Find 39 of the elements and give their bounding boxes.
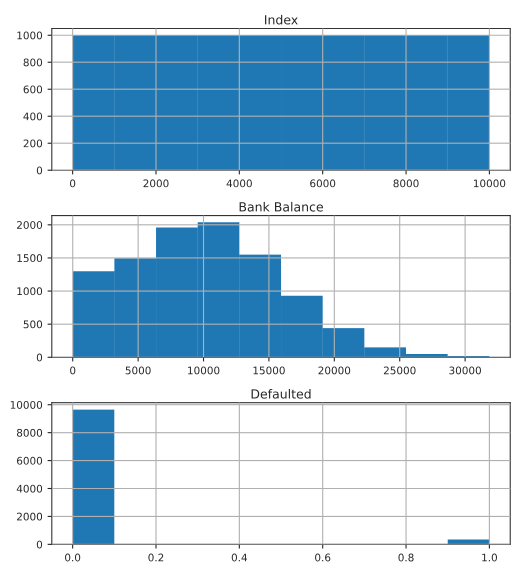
x-tick-label: 30000 <box>449 366 481 374</box>
y-tick-label: 400 <box>23 112 42 120</box>
x-tick-label: 8000 <box>393 179 419 188</box>
y-tick-label: 2000 <box>17 221 42 229</box>
chart-title: Index <box>265 14 298 25</box>
x-tick-label: 5000 <box>126 366 151 374</box>
y-tick-label: 800 <box>24 58 42 66</box>
y-tick-label: 0 <box>36 354 42 362</box>
x-tick-label: 0.2 <box>148 554 164 562</box>
y-tick-label: 0 <box>36 166 42 174</box>
x-tick-label: 2000 <box>143 179 169 188</box>
y-tick-label: 10000 <box>10 400 42 409</box>
x-tick-label: 6000 <box>310 179 336 188</box>
x-tick-label: 10000 <box>188 366 220 374</box>
x-tick-label: 10000 <box>474 179 506 188</box>
x-tick-label: 15000 <box>253 366 285 374</box>
y-tick-label: 1500 <box>17 254 42 262</box>
y-tick-label: 2000 <box>17 512 42 521</box>
x-tick-label: 0.6 <box>315 554 330 562</box>
x-tick-label: 1.0 <box>482 554 497 562</box>
y-tick-label: 6000 <box>16 456 42 465</box>
x-tick-label: 0.4 <box>232 554 248 562</box>
x-tick-label: 25000 <box>384 366 416 374</box>
y-tick-label: 500 <box>24 320 42 328</box>
x-tick-label: 4000 <box>226 179 252 188</box>
chart-title: Defaulted <box>252 388 311 399</box>
y-tick-label: 8000 <box>16 428 42 437</box>
y-tick-label: 0 <box>36 540 42 548</box>
x-tick-label: 0.8 <box>398 554 414 562</box>
x-tick-label: 0 <box>70 179 76 188</box>
x-tick-label: 0.0 <box>65 554 80 562</box>
y-tick-label: 1000 <box>17 31 42 40</box>
y-tick-label: 600 <box>24 85 42 94</box>
x-tick-label: 20000 <box>318 366 350 374</box>
y-tick-label: 200 <box>24 139 42 148</box>
y-tick-label: 1000 <box>17 287 42 296</box>
y-tick-label: 4000 <box>16 484 42 493</box>
chart-title: Bank Balance <box>240 202 323 212</box>
x-tick-label: 0 <box>70 366 76 374</box>
